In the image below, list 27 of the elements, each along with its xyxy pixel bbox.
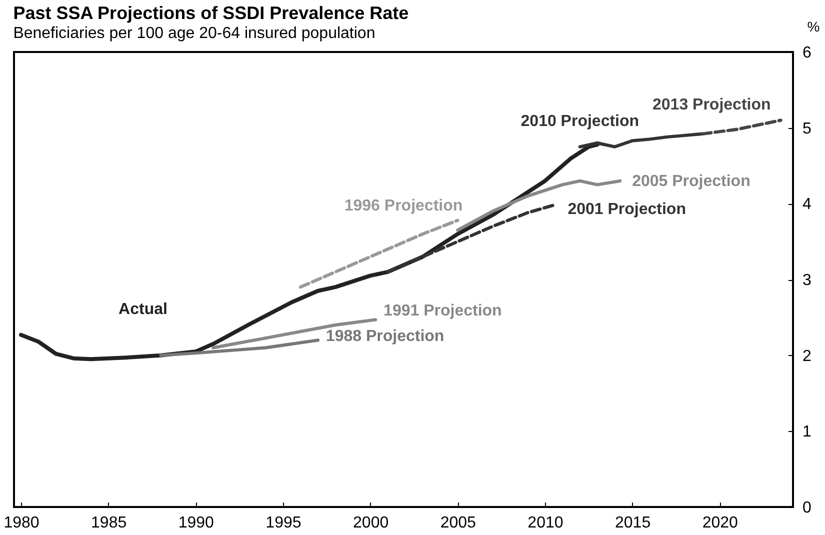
y-tick-label: 5 — [802, 120, 812, 138]
x-tick-label: 2000 — [353, 514, 389, 532]
chart-title: Past SSA Projections of SSDI Prevalence Rate — [13, 3, 409, 23]
y-tick-label: 4 — [802, 196, 812, 214]
series-label: 1988 Projection — [326, 328, 444, 346]
x-tick-label: 1980 — [4, 514, 40, 532]
x-tick-label: 2020 — [702, 514, 738, 532]
x-tick-label: 1990 — [178, 514, 214, 532]
y-tick-label: 2 — [802, 348, 812, 365]
y-tick-label: 0 — [802, 500, 812, 516]
text: Actual — [118, 300, 168, 318]
x-tick-label: 2010 — [528, 514, 564, 532]
x-tick-label: 2005 — [440, 514, 476, 532]
series-label: 2010 Projection — [520, 112, 640, 130]
series-label: 2013 Projection — [652, 96, 771, 114]
x-tick-label: 1995 — [266, 514, 302, 532]
y-tick-label: 1 — [802, 424, 812, 441]
x-tick-label: 2015 — [615, 514, 651, 532]
series-label: 2005 Projection — [632, 172, 750, 190]
x-tick-label: 1985 — [91, 514, 127, 532]
y-tick-label: 3 — [802, 272, 812, 289]
y-axis-title: % — [807, 18, 820, 34]
chart-subtitle: Beneficiaries per 100 age 20-64 insured population — [13, 25, 376, 42]
series-label: 2001 Projection — [568, 201, 686, 218]
y-tick-label: 6 — [802, 44, 812, 62]
series-label: 1996 Projection — [344, 197, 463, 214]
series-label: 1991 Projection — [384, 302, 502, 320]
